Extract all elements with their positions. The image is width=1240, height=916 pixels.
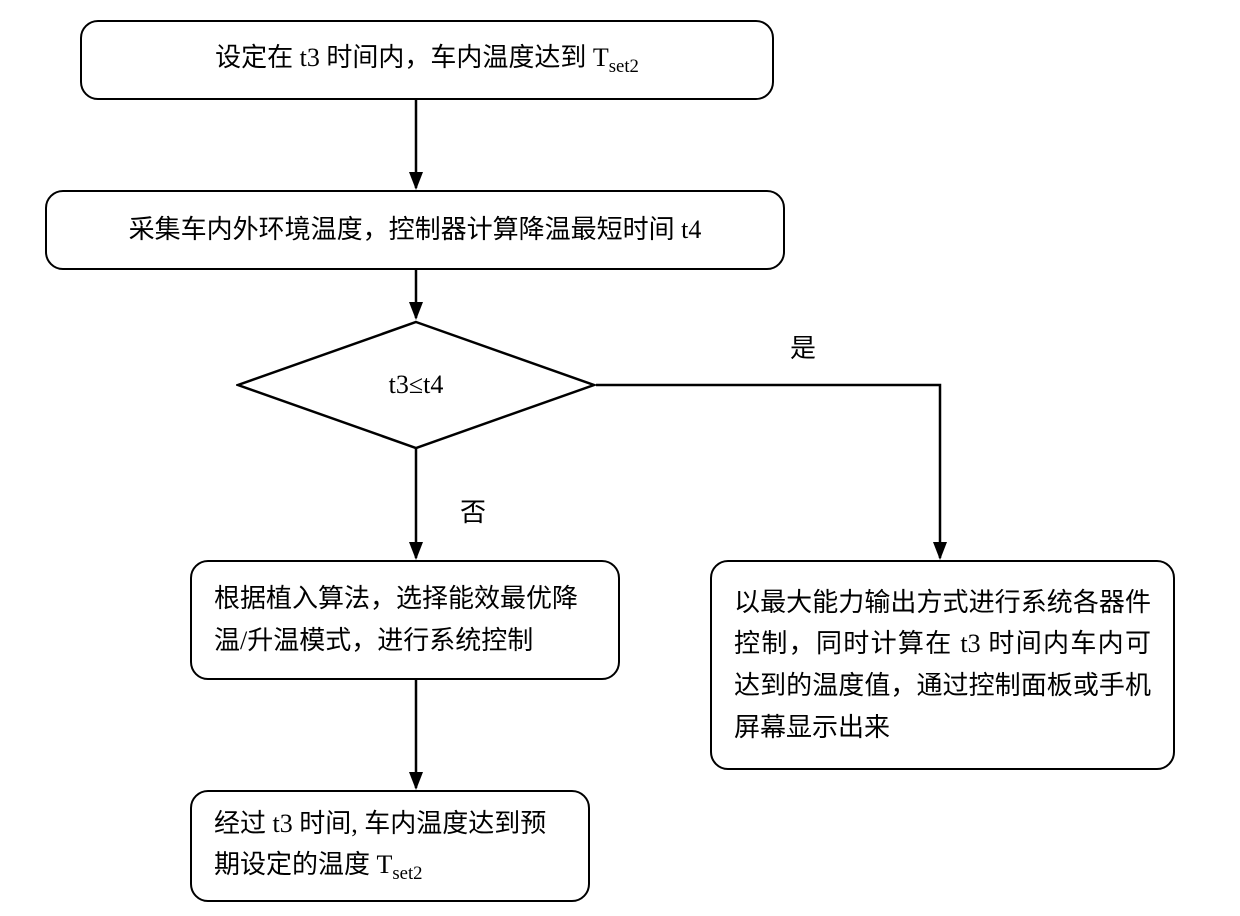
node-text: 经过 t3 时间, 车内温度达到预期设定的温度 Tset2 — [214, 803, 566, 890]
decision-text: t3≤t4 — [389, 370, 444, 400]
arrows-layer — [0, 0, 1240, 916]
label-no: 否 — [460, 492, 486, 529]
decision-node: t3≤t4 — [236, 320, 596, 450]
node-text: 根据植入算法，选择能效最优降温/升温模式，进行系统控制 — [214, 578, 596, 661]
node-collect-temp: 采集车内外环境温度，控制器计算降温最短时间 t4 — [45, 190, 785, 270]
node-reach-target: 经过 t3 时间, 车内温度达到预期设定的温度 Tset2 — [190, 790, 590, 902]
flowchart-container: 设定在 t3 时间内，车内温度达到 Tset2 采集车内外环境温度，控制器计算降… — [0, 0, 1240, 916]
node-text: 设定在 t3 时间内，车内温度达到 Tset2 — [215, 37, 639, 82]
node-text: 采集车内外环境温度，控制器计算降温最短时间 t4 — [129, 209, 702, 251]
label-yes: 是 — [790, 328, 816, 365]
node-set-target: 设定在 t3 时间内，车内温度达到 Tset2 — [80, 20, 774, 100]
node-text: 以最大能力输出方式进行系统各器件控制，同时计算在 t3 时间内车内可达到的温度值… — [734, 582, 1151, 748]
node-max-output: 以最大能力输出方式进行系统各器件控制，同时计算在 t3 时间内车内可达到的温度值… — [710, 560, 1175, 770]
node-optimal-mode: 根据植入算法，选择能效最优降温/升温模式，进行系统控制 — [190, 560, 620, 680]
